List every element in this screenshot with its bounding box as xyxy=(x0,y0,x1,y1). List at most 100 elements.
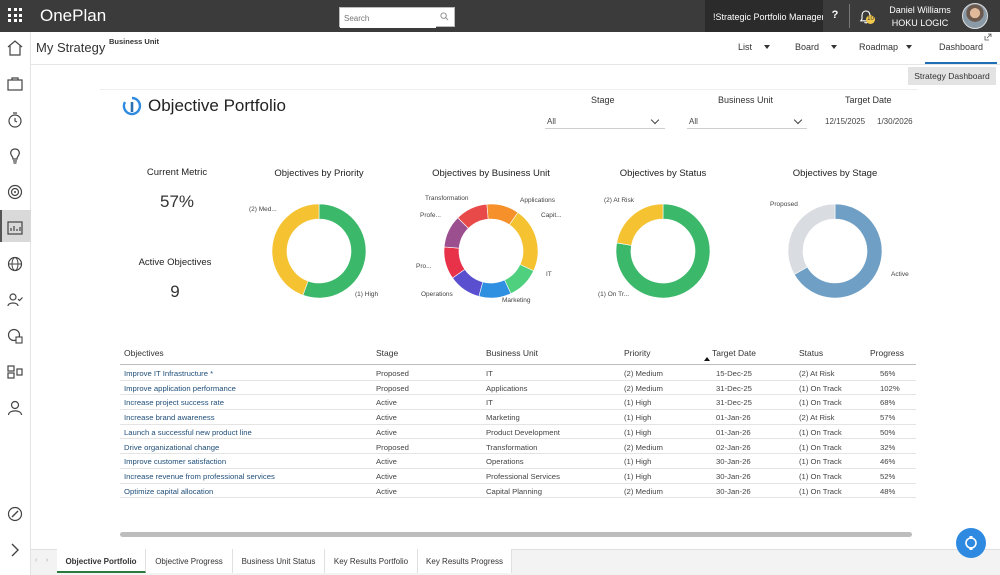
person-icon[interactable] xyxy=(5,398,25,418)
divider xyxy=(849,4,850,28)
expand-nav-icon[interactable] xyxy=(5,540,25,560)
business-unit-label[interactable]: Business Unit xyxy=(109,37,160,46)
donut-slice[interactable] xyxy=(793,203,883,299)
compass-icon[interactable] xyxy=(5,504,25,524)
col-header-priority[interactable]: Priority xyxy=(624,348,651,358)
horizontal-scrollbar[interactable] xyxy=(120,532,912,537)
cell-business-unit: Applications xyxy=(486,383,528,393)
priority-donut-chart[interactable] xyxy=(269,201,369,301)
search-icon[interactable] xyxy=(440,12,449,21)
donut-slice[interactable] xyxy=(271,203,320,296)
target-date-to[interactable]: 1/30/2026 xyxy=(877,117,913,126)
cell-objective[interactable]: Drive organizational change xyxy=(124,442,220,452)
col-header-status[interactable]: Status xyxy=(799,348,824,358)
cell-progress: 68% xyxy=(880,398,896,408)
cell-business-unit: Professional Services xyxy=(486,471,560,481)
avatar[interactable] xyxy=(962,3,988,29)
table-row[interactable]: Improve application performance Proposed A… xyxy=(120,381,916,396)
report-icon[interactable] xyxy=(5,218,25,238)
chevron-down-icon[interactable] xyxy=(831,45,837,49)
table-row[interactable]: Increase project success rate Active IT (1)… xyxy=(120,395,916,411)
tab-key-results-portfolio[interactable]: Key Results Portfolio xyxy=(325,549,418,573)
cell-objective[interactable]: Increase brand awareness xyxy=(124,413,215,423)
app-launcher-icon[interactable] xyxy=(8,8,22,22)
target-date-from[interactable]: 12/15/2025 xyxy=(825,117,866,126)
col-header-business-unit[interactable]: Business Unit xyxy=(486,348,538,358)
tab-key-results-progress[interactable]: Key Results Progress xyxy=(418,549,512,573)
chart-title-status: Objectives by Status xyxy=(619,168,707,179)
table-row[interactable]: Improve customer satisfaction Active Opera… xyxy=(120,454,916,469)
tab-objective-progress[interactable]: Objective Progress xyxy=(146,549,233,573)
stage-filter-value[interactable]: All xyxy=(547,117,556,126)
strategic-portfolio-link[interactable]: !Strategic Portfolio Manager xyxy=(705,0,823,32)
chevron-down-icon[interactable] xyxy=(793,115,803,125)
cell-objective[interactable]: Increase project success rate xyxy=(124,398,224,408)
donut-slice[interactable] xyxy=(616,203,664,246)
status-donut-chart[interactable] xyxy=(613,201,713,301)
cell-objective[interactable]: Launch a successful new product line xyxy=(124,427,252,437)
breadcrumb[interactable]: My Strategy xyxy=(36,40,106,55)
donut-slice[interactable] xyxy=(615,203,711,299)
sort-ascending-icon[interactable] xyxy=(704,357,710,361)
col-header-objectives[interactable]: Objectives xyxy=(124,348,164,358)
chart-label: Active xyxy=(891,271,909,278)
business-unit-donut-chart[interactable] xyxy=(441,201,541,301)
stage-donut-chart[interactable] xyxy=(785,201,885,301)
tab-dashboard[interactable]: Dashboard xyxy=(938,42,984,52)
chevron-down-icon[interactable] xyxy=(906,45,912,49)
table-row[interactable]: Optimize capital allocation Active Capital… xyxy=(120,484,916,499)
home-icon[interactable] xyxy=(5,38,25,58)
globe-icon[interactable] xyxy=(5,254,25,274)
business-unit-filter-value[interactable]: All xyxy=(689,117,698,126)
cell-objective[interactable]: Increase revenue from professional servi… xyxy=(124,471,275,481)
search-box[interactable] xyxy=(339,7,455,28)
lightbulb-icon[interactable] xyxy=(5,146,25,166)
cell-objective[interactable]: Optimize capital allocation xyxy=(124,486,214,496)
donut-slice[interactable] xyxy=(443,217,469,249)
table-row[interactable]: Increase revenue from professional servi… xyxy=(120,469,916,484)
tab-board[interactable]: Board xyxy=(795,42,820,52)
expand-icon[interactable] xyxy=(984,33,992,41)
table-row[interactable]: Drive organizational change Proposed Trans… xyxy=(120,440,916,455)
tab-roadmap[interactable]: Roadmap xyxy=(859,42,899,52)
chart-label: Marketing xyxy=(502,297,531,304)
donut-slice[interactable] xyxy=(478,279,512,299)
search-input[interactable] xyxy=(340,9,436,28)
donut-slice[interactable] xyxy=(787,203,836,275)
table-row[interactable]: Improve IT Infrastructure * Proposed IT (2)… xyxy=(120,366,916,381)
chart-title-stage: Objectives by Stage xyxy=(792,168,878,179)
tab-business-unit-status[interactable]: Business Unit Status xyxy=(233,549,325,573)
col-header-target-date[interactable]: Target Date xyxy=(712,348,756,358)
strategy-dashboard-button[interactable]: Strategy Dashboard xyxy=(908,67,996,85)
active-tab-underline xyxy=(925,62,997,64)
tab-objective-portfolio[interactable]: Objective Portfolio xyxy=(57,549,146,573)
chevron-down-icon[interactable] xyxy=(764,45,770,49)
world-report-icon[interactable] xyxy=(5,326,25,346)
people-check-icon[interactable] xyxy=(5,290,25,310)
chart-label: Applications xyxy=(520,197,556,204)
donut-slice[interactable] xyxy=(302,203,367,299)
cell-objective[interactable]: Improve application performance xyxy=(124,383,236,393)
cell-objective[interactable]: Improve customer satisfaction xyxy=(124,457,227,467)
prev-page-icon[interactable]: ‹ xyxy=(35,557,38,564)
target-icon[interactable] xyxy=(5,182,25,202)
help-button[interactable]: ? xyxy=(831,9,839,21)
col-header-progress[interactable]: Progress xyxy=(870,348,905,358)
chevron-down-icon[interactable] xyxy=(650,115,660,125)
cell-business-unit: IT xyxy=(486,398,493,408)
col-header-stage[interactable]: Stage xyxy=(376,348,399,358)
table-row[interactable]: Increase brand awareness Active Marketing (… xyxy=(120,410,916,425)
org-structure-icon[interactable] xyxy=(5,362,25,382)
tab-list[interactable]: List xyxy=(738,42,753,52)
user-name[interactable]: Daniel Williams xyxy=(889,5,951,15)
cell-stage: Active xyxy=(376,413,397,423)
donut-slice[interactable] xyxy=(508,212,539,272)
timer-icon[interactable] xyxy=(5,110,25,130)
top-bar: OnePlan !Strategic Portfolio Manager ? 1… xyxy=(0,0,1000,32)
next-page-icon[interactable]: › xyxy=(46,557,49,564)
table-row[interactable]: Launch a successful new product line Acti… xyxy=(120,425,916,440)
briefcase-icon[interactable] xyxy=(5,74,25,94)
cell-objective[interactable]: Improve IT Infrastructure * xyxy=(124,369,214,378)
chart-label: Proposed xyxy=(770,201,798,208)
assistant-button[interactable] xyxy=(956,528,986,558)
